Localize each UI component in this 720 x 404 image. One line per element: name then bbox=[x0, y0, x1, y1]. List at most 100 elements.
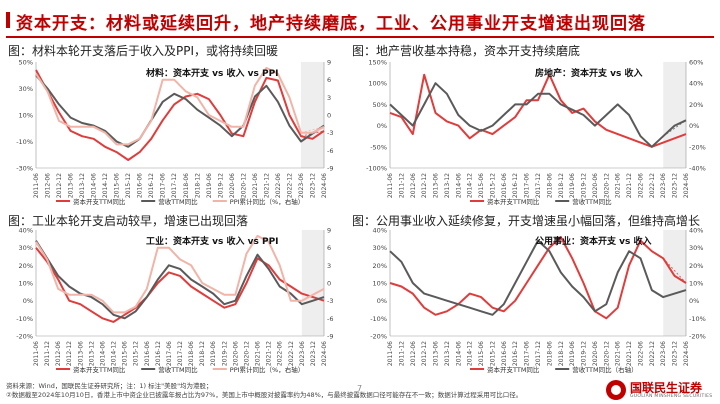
y-tick-right: 0% bbox=[689, 122, 699, 130]
title-accent-bar bbox=[6, 12, 10, 28]
y-tick-right: 3 bbox=[327, 94, 331, 102]
x-tick-label: 2012-06 bbox=[55, 341, 62, 366]
x-tick-label: 2017-06 bbox=[166, 341, 173, 366]
x-tick-label: 2011-12 bbox=[44, 341, 51, 366]
logo-emblem-icon bbox=[606, 380, 626, 400]
x-tick-label: 2013-06 bbox=[433, 341, 440, 366]
x-tick-label: 2015-06 bbox=[478, 341, 485, 366]
y-tick-right: 20% bbox=[689, 101, 703, 109]
y-tick-right: 40% bbox=[689, 227, 703, 235]
y-tick-left: 10% bbox=[19, 112, 33, 120]
x-tick-label: 2022-06 bbox=[637, 341, 644, 366]
industrials-chart: -20% -10% 0% 10% 20% 30% 40% -9 -6 -3 0 3 6 9 2011-06 2… bbox=[16, 227, 333, 375]
chart-panel-utilities: -20% -10% 0% 10% 20% 30% 40% -20% -10% 0% 10% 20% 30… bbox=[360, 226, 716, 376]
y-tick-left: -10% bbox=[16, 315, 33, 323]
y-tick-left: 30% bbox=[373, 244, 387, 252]
x-tick-label: 2023-06 bbox=[298, 173, 305, 198]
y-tick-right: 30% bbox=[689, 244, 703, 252]
forecast-dash bbox=[662, 257, 687, 284]
title-bar: 资本开支：材料或延续回升，地产持续磨底，工业、公用事业开支增速出现回落 bbox=[0, 0, 720, 40]
x-tick-label: 2023-06 bbox=[660, 341, 667, 366]
highlight-region bbox=[663, 62, 686, 168]
x-tick-label: 2013-12 bbox=[79, 173, 86, 198]
x-tick-label: 2019-06 bbox=[206, 173, 213, 198]
x-tick-label: 2018-12 bbox=[558, 173, 565, 198]
x-tick-label: 2012-12 bbox=[66, 341, 73, 366]
x-tick-label: 2017-06 bbox=[160, 173, 167, 198]
y-tick-left: -20% bbox=[370, 333, 387, 341]
x-tick-label: 2022-12 bbox=[288, 341, 295, 366]
x-tick-label: 2015-06 bbox=[114, 173, 121, 198]
x-tick-label: 2013-12 bbox=[88, 341, 95, 366]
x-tick-label: 2018-06 bbox=[546, 173, 553, 198]
utilities-chart: -20% -10% 0% 10% 20% 30% 40% -20% -10% 0% 10% 20% 30… bbox=[370, 227, 706, 375]
y-tick-left: -50% bbox=[370, 143, 387, 151]
x-tick-label: 2024-06 bbox=[321, 341, 328, 366]
x-tick-label: 2013-12 bbox=[444, 173, 451, 198]
forecast-dash bbox=[663, 133, 687, 144]
y-tick-right: -20% bbox=[689, 143, 706, 151]
x-tick-label: 2019-06 bbox=[569, 341, 576, 366]
y-tick-left: 0% bbox=[23, 297, 33, 305]
footer-note-line: ②数据截至2024年10月10日，香港上市中资企业已披露年报占比为97%，美国上… bbox=[6, 391, 523, 399]
y-tick-right: 10% bbox=[689, 280, 703, 288]
x-tick-label: 2019-12 bbox=[217, 173, 224, 198]
x-tick-label: 2022-06 bbox=[275, 173, 282, 198]
y-tick-left: 20% bbox=[19, 262, 33, 270]
forecast-dash bbox=[662, 119, 687, 137]
x-tick-label: 2020-06 bbox=[229, 173, 236, 198]
x-tick-label: 2021-06 bbox=[252, 173, 259, 198]
chart-panel-industrials: -20% -10% 0% 10% 20% 30% 40% -9 -6 -3 0 3 6 9 2011-06 2… bbox=[6, 226, 354, 376]
legend-label: PPI累计同比（%，右轴） bbox=[230, 197, 304, 206]
x-tick-label: 2023-06 bbox=[299, 341, 306, 366]
x-tick-label: 2017-12 bbox=[177, 341, 184, 366]
x-tick-label: 2014-12 bbox=[467, 341, 474, 366]
x-tick-label: 2022-06 bbox=[277, 341, 284, 366]
x-tick-label: 2013-06 bbox=[433, 173, 440, 198]
x-tick-label: 2017-12 bbox=[171, 173, 178, 198]
x-tick-label: 2021-06 bbox=[615, 341, 622, 366]
y-tick-right: 0 bbox=[327, 112, 331, 120]
x-tick-label: 2023-12 bbox=[672, 173, 679, 198]
x-tick-label: 2021-06 bbox=[255, 341, 262, 366]
x-tick-label: 2011-06 bbox=[387, 341, 394, 366]
x-tick-label: 2019-06 bbox=[569, 173, 576, 198]
y-tick-right: 0 bbox=[327, 280, 331, 288]
caption-utilities: 图：公用事业收入延续修复，开支增速虽小幅回落，但维持高增长 bbox=[352, 214, 701, 228]
legend-label: 资本开支TTM同比 bbox=[487, 365, 540, 374]
title-divider bbox=[6, 36, 714, 38]
y-tick-right: 60% bbox=[689, 59, 703, 67]
x-tick-label: 2016-06 bbox=[144, 341, 151, 366]
y-tick-right: 6 bbox=[327, 76, 331, 84]
x-tick-label: 2011-06 bbox=[33, 173, 40, 198]
x-tick-label: 2018-12 bbox=[194, 173, 201, 198]
y-tick-left: -10% bbox=[16, 138, 33, 146]
y-tick-right: -40% bbox=[689, 165, 706, 173]
x-tick-label: 2011-06 bbox=[33, 341, 40, 366]
x-tick-label: 2021-12 bbox=[626, 341, 633, 366]
y-tick-left: 40% bbox=[373, 227, 387, 235]
y-tick-right: -9 bbox=[327, 333, 333, 341]
x-tick-label: 2022-12 bbox=[649, 173, 656, 198]
x-tick-label: 2015-06 bbox=[478, 173, 485, 198]
highlight-region bbox=[301, 230, 324, 336]
real-estate-chart: -100% -50% 0% 50% 100% 150% -40% -20% 0% 20% 40% 60… bbox=[366, 59, 706, 207]
x-tick-label: 2020-06 bbox=[592, 173, 599, 198]
y-tick-right: 0% bbox=[689, 297, 699, 305]
x-tick-label: 2012-12 bbox=[421, 341, 428, 366]
x-tick-label: 2023-12 bbox=[309, 173, 316, 198]
y-tick-right: -6 bbox=[327, 147, 333, 155]
y-tick-right: 3 bbox=[327, 262, 331, 270]
y-tick-right: -3 bbox=[327, 129, 333, 137]
y-tick-right: -9 bbox=[327, 165, 333, 173]
x-tick-label: 2022-12 bbox=[286, 173, 293, 198]
x-tick-label: 2018-06 bbox=[183, 173, 190, 198]
footer-source-line: 资料来源：Wind，国联民生证券研究所；注：1) 标注"美股"均为港股； bbox=[6, 382, 213, 390]
y-tick-left: 50% bbox=[373, 101, 387, 109]
x-tick-label: 2020-12 bbox=[240, 173, 247, 198]
x-tick-label: 2016-12 bbox=[512, 173, 519, 198]
x-tick-label: 2020-06 bbox=[592, 341, 599, 366]
logo-name: 国联民生证券 bbox=[630, 381, 703, 395]
y-tick-right: -3 bbox=[327, 297, 333, 305]
x-tick-label: 2014-06 bbox=[99, 341, 106, 366]
